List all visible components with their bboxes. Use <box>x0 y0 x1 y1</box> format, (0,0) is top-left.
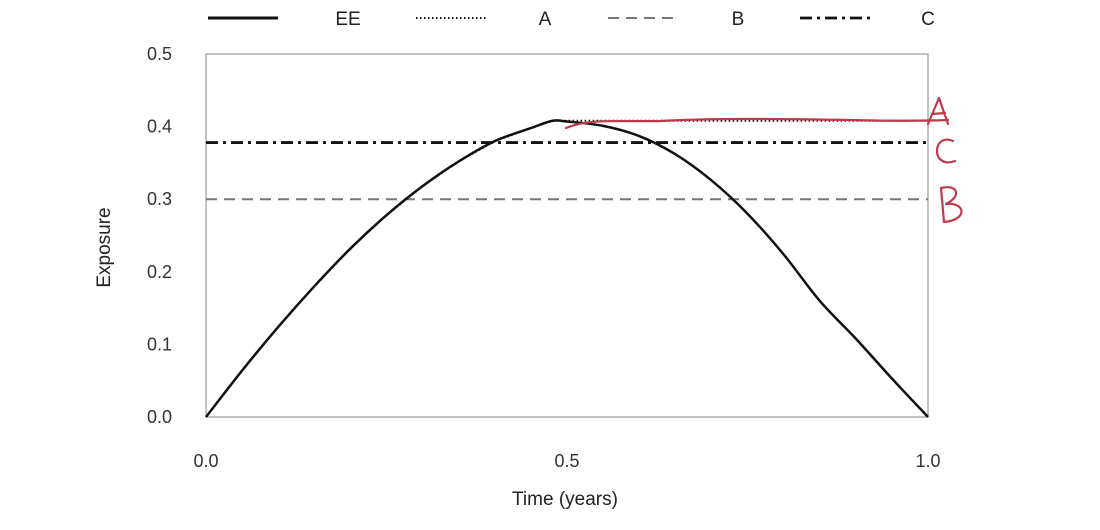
plot-frame <box>205 53 929 418</box>
x-tick-label: 0.0 <box>193 451 218 471</box>
y-axis-title: Exposure <box>94 207 115 287</box>
axes: 0.0 0.1 0.2 0.3 0.4 0.5 0.0 0.5 1.0 Time (years) E… <box>94 44 941 510</box>
y-tick-label: 0.1 <box>147 334 172 354</box>
x-axis-title: Time (years) <box>512 489 618 510</box>
legend: EE A B C <box>208 9 935 30</box>
handwritten-letter-a <box>926 96 950 126</box>
handwritten-letter-b <box>939 186 963 224</box>
series-lines <box>205 119 929 418</box>
y-tick-label: 0.5 <box>147 44 172 64</box>
legend-label-c: C <box>921 9 935 30</box>
x-tick-label: 0.5 <box>554 451 579 471</box>
legend-label-ee: EE <box>335 9 360 30</box>
x-tick-label: 1.0 <box>915 451 940 471</box>
y-tick-label: 0.0 <box>147 407 172 427</box>
series-line-a <box>205 119 928 418</box>
y-tick-label: 0.4 <box>147 117 172 137</box>
y-tick-label: 0.3 <box>147 189 172 209</box>
handwritten-letter-c <box>935 138 957 164</box>
handwritten-underline-a <box>564 117 950 130</box>
series-line-ee <box>205 119 929 418</box>
handwritten-annotations <box>564 96 963 224</box>
y-tick-label: 0.2 <box>147 262 172 282</box>
legend-label-a: A <box>539 9 552 30</box>
legend-label-b: B <box>732 9 745 30</box>
